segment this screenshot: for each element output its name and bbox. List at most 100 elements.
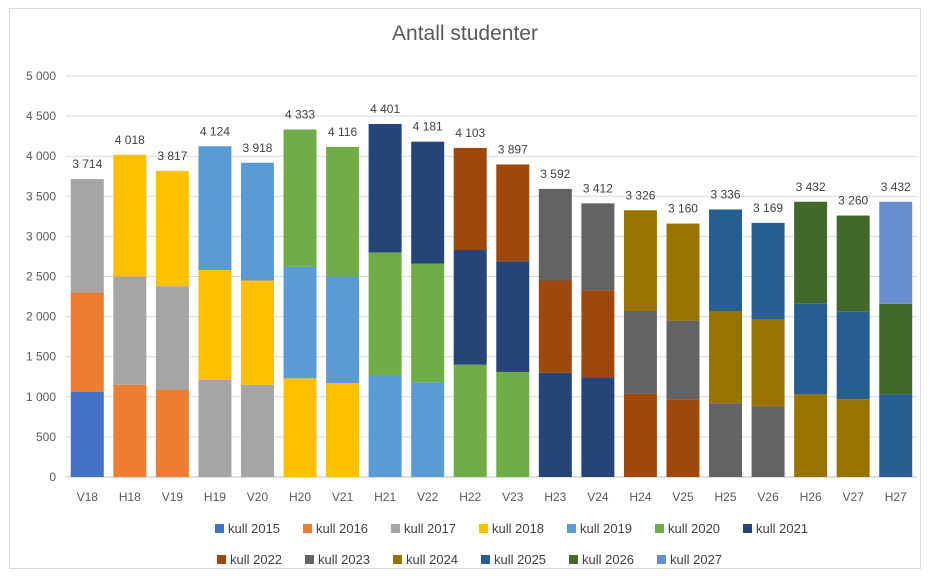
bar-segment bbox=[368, 124, 402, 253]
bar-segment bbox=[368, 375, 402, 477]
data-label: 4 124 bbox=[200, 124, 230, 138]
bar-segment bbox=[538, 188, 572, 281]
bar-segment bbox=[326, 146, 360, 277]
bar-segment bbox=[240, 280, 274, 385]
bar-segment bbox=[623, 210, 657, 311]
x-tick-label: V24 bbox=[587, 490, 609, 504]
bar-segment bbox=[70, 391, 104, 477]
bar-segment bbox=[666, 320, 700, 400]
bar-segment bbox=[538, 280, 572, 373]
data-label: 3 169 bbox=[753, 201, 783, 215]
y-tick-label: 5 000 bbox=[26, 69, 56, 83]
y-tick-label: 1 500 bbox=[26, 350, 56, 364]
x-tick-label: H26 bbox=[800, 490, 822, 504]
x-tick-label: V21 bbox=[332, 490, 354, 504]
y-tick-label: 3 500 bbox=[26, 189, 56, 203]
x-tick-label: H27 bbox=[885, 490, 907, 504]
bar-segment bbox=[709, 209, 743, 311]
data-label: 3 260 bbox=[838, 194, 868, 208]
bar-segment bbox=[411, 263, 445, 383]
bar-segment bbox=[794, 394, 828, 477]
bar-segment bbox=[709, 310, 743, 404]
bar-segment bbox=[709, 403, 743, 477]
bar-segment bbox=[198, 270, 232, 380]
data-label: 4 018 bbox=[115, 133, 145, 147]
bar-segment bbox=[155, 286, 189, 390]
bar-segment bbox=[879, 303, 913, 395]
bar-segment bbox=[836, 311, 870, 400]
x-tick-label: H24 bbox=[629, 490, 651, 504]
bar-segment bbox=[496, 261, 530, 372]
data-label: 4 116 bbox=[328, 125, 357, 139]
data-label: 3 432 bbox=[881, 180, 911, 194]
x-tick-label: V20 bbox=[247, 490, 269, 504]
bar-segment bbox=[113, 276, 147, 385]
bar-segment bbox=[326, 276, 360, 384]
bar-segment bbox=[198, 379, 232, 477]
bar-segment bbox=[240, 384, 274, 477]
bar-segment bbox=[836, 399, 870, 477]
bar-segment bbox=[326, 383, 360, 477]
bar-segment bbox=[623, 310, 657, 394]
bar-segment bbox=[283, 266, 317, 379]
data-label: 3 160 bbox=[668, 202, 698, 216]
bar-segment bbox=[666, 399, 700, 477]
data-label: 3 326 bbox=[625, 188, 655, 202]
bar-segment bbox=[453, 147, 487, 251]
y-tick-label: 1 000 bbox=[26, 390, 56, 404]
x-tick-label: H20 bbox=[289, 490, 311, 504]
data-label: 3 817 bbox=[157, 149, 187, 163]
bar-segment bbox=[751, 319, 785, 407]
bar-segment bbox=[283, 378, 317, 477]
y-tick-label: 4 500 bbox=[26, 109, 56, 123]
y-tick-label: 4 000 bbox=[26, 149, 56, 163]
data-label: 4 181 bbox=[413, 120, 443, 134]
data-label: 3 897 bbox=[498, 142, 528, 156]
x-tick-label: V23 bbox=[502, 490, 524, 504]
bar-segment bbox=[751, 222, 785, 320]
bar-segment bbox=[155, 170, 189, 287]
x-tick-label: V26 bbox=[757, 490, 779, 504]
bar-segment bbox=[666, 223, 700, 321]
y-tick-label: 500 bbox=[36, 430, 56, 444]
bar-segment bbox=[836, 215, 870, 312]
x-tick-label: V22 bbox=[417, 490, 439, 504]
bar-segment bbox=[70, 292, 104, 392]
data-label: 3 714 bbox=[72, 157, 102, 171]
x-tick-label: H21 bbox=[374, 490, 396, 504]
bar-segment bbox=[113, 384, 147, 477]
bar-segment bbox=[538, 372, 572, 477]
x-tick-label: V27 bbox=[842, 490, 864, 504]
x-tick-label: V25 bbox=[672, 490, 694, 504]
bar-segment bbox=[368, 252, 402, 376]
bar-segment bbox=[794, 303, 828, 395]
data-label: 3 412 bbox=[583, 181, 613, 195]
bar-segment bbox=[453, 250, 487, 365]
data-label: 4 103 bbox=[455, 126, 485, 140]
bar-segment bbox=[411, 141, 445, 264]
bar-segment bbox=[581, 377, 615, 477]
x-tick-label: H22 bbox=[459, 490, 481, 504]
bar-segment bbox=[879, 201, 913, 304]
data-label: 3 592 bbox=[540, 167, 570, 181]
y-tick-label: 0 bbox=[49, 470, 56, 484]
bar-segment bbox=[70, 179, 104, 293]
bar-segment bbox=[581, 203, 615, 291]
y-tick-label: 2 500 bbox=[26, 270, 56, 284]
bar-segment bbox=[155, 389, 189, 477]
bar-segment bbox=[411, 382, 445, 477]
data-label: 4 333 bbox=[285, 107, 315, 121]
bar-segment bbox=[879, 394, 913, 477]
chart-title: Antall studenter bbox=[392, 22, 538, 45]
x-tick-label: V18 bbox=[77, 490, 99, 504]
bar-segment bbox=[198, 146, 232, 271]
bar-segment bbox=[496, 371, 530, 477]
x-tick-label: H18 bbox=[119, 490, 141, 504]
x-tick-label: H25 bbox=[715, 490, 737, 504]
data-label: 4 401 bbox=[370, 102, 400, 116]
bar-segment bbox=[623, 393, 657, 477]
bar-segment bbox=[113, 154, 147, 277]
x-tick-label: V19 bbox=[162, 490, 184, 504]
bar-segment bbox=[794, 201, 828, 304]
